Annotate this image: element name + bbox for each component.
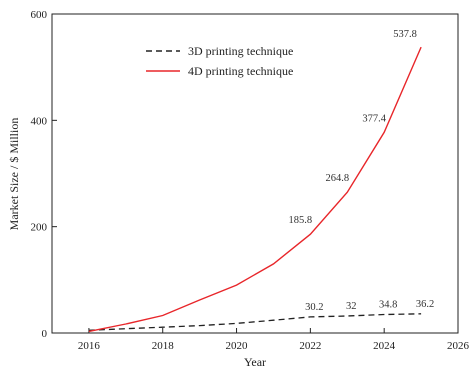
y-axis-title: Market Size / $ Million — [7, 118, 21, 231]
series-3d-line — [88, 313, 422, 331]
data-label: 264.8 — [325, 173, 349, 184]
plot-frame — [51, 13, 459, 334]
axis-ticks: 2016 2018 2020 2022 2024 2026 0 200 400 600 — [31, 9, 469, 352]
legend-label: 3D printing technique — [188, 44, 293, 58]
y-tick-label: 200 — [31, 222, 48, 234]
x-tick-label: 2020 — [226, 340, 249, 352]
legend: 3D printing technique 4D printing techniq… — [146, 44, 293, 78]
x-tick-label: 2022 — [299, 340, 321, 352]
series-group — [88, 46, 422, 333]
series-4d-line — [88, 46, 422, 333]
y-tick-label: 600 — [31, 9, 48, 21]
data-label: 32 — [346, 301, 357, 312]
data-label: 185.8 — [289, 215, 313, 226]
x-axis-title: Year — [244, 355, 266, 369]
data-labels: 30.2 32 34.8 36.2 185.8 264.8 377.4 537.8 — [289, 29, 435, 313]
data-label: 537.8 — [393, 29, 417, 40]
data-label: 36.2 — [416, 299, 434, 310]
x-tick-label: 2016 — [78, 340, 101, 352]
y-tick-label: 400 — [31, 115, 48, 127]
data-label: 30.2 — [305, 302, 323, 313]
x-tick-label: 2026 — [447, 340, 469, 352]
data-label: 34.8 — [379, 299, 397, 310]
legend-label: 4D printing technique — [188, 64, 293, 78]
x-tick-label: 2018 — [152, 340, 175, 352]
x-tick-label: 2024 — [373, 340, 396, 352]
y-tick-label: 0 — [42, 328, 48, 340]
data-label: 377.4 — [362, 113, 386, 124]
